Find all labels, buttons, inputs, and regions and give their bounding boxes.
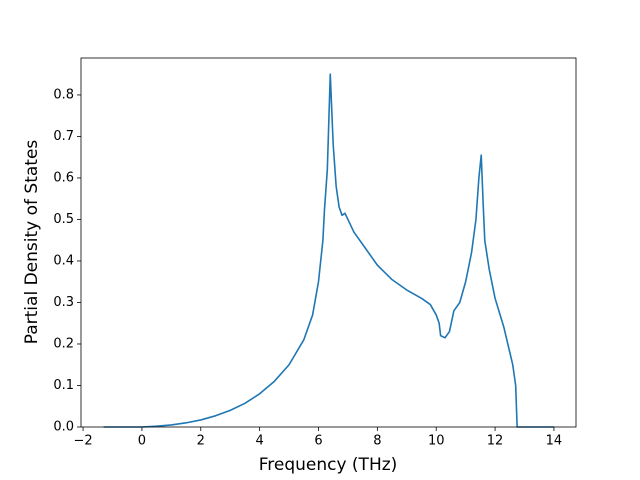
plot-frame xyxy=(80,57,577,428)
x-axis-title: Frequency (THz) xyxy=(259,455,398,475)
x-tick-label: 4 xyxy=(255,434,263,449)
x-tick-label: 12 xyxy=(487,434,504,449)
x-tick-label: −2 xyxy=(73,434,92,449)
y-tick-label: 0.7 xyxy=(53,129,74,144)
x-tick-label: 8 xyxy=(373,434,381,449)
x-tick-label: 10 xyxy=(428,434,445,449)
y-axis-title: Partial Density of States xyxy=(22,140,42,345)
y-tick-label: 0.1 xyxy=(53,378,74,393)
y-tick-label: 0.4 xyxy=(53,253,74,268)
y-tick-label: 0.3 xyxy=(53,295,74,310)
x-tick-label: 0 xyxy=(138,434,146,449)
x-tick-label: 2 xyxy=(197,434,205,449)
y-tick-label: 0.8 xyxy=(53,87,74,102)
x-tick-label: 14 xyxy=(546,434,563,449)
line xyxy=(103,73,554,428)
y-tick-label: 0.6 xyxy=(53,170,74,185)
y-tick-label: 0.0 xyxy=(53,420,74,435)
y-tick-label: 0.5 xyxy=(53,212,74,227)
x-tick-label: 6 xyxy=(314,434,322,449)
y-tick-label: 0.2 xyxy=(53,336,74,351)
